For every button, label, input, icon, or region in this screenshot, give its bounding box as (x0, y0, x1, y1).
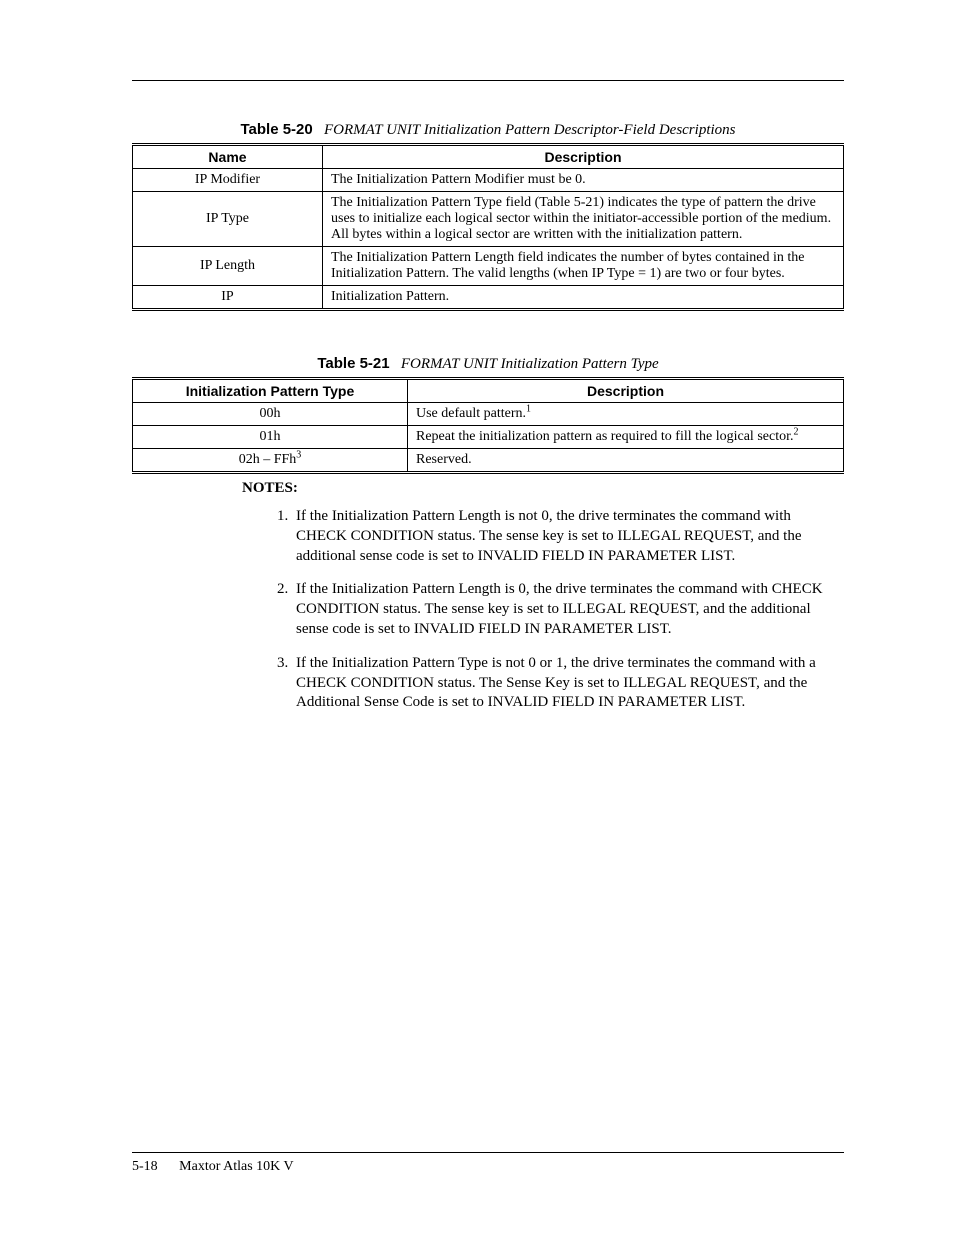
cell-right: Use default pattern.1 (408, 403, 844, 426)
notes-list: If the Initialization Pattern Length is … (262, 507, 844, 713)
notes-block: NOTES: If the Initialization Pattern Len… (242, 480, 844, 713)
table-header-row: Name Description (133, 145, 844, 169)
header-name: Name (133, 145, 323, 169)
cell-left-text: 01h (260, 429, 281, 444)
cell-right: Reserved. (408, 449, 844, 473)
table-5-21-caption: Table 5-21 FORMAT UNIT Initialization Pa… (132, 355, 844, 373)
cell-desc: The Initialization Pattern Type field (T… (323, 192, 844, 247)
product-name: Maxtor Atlas 10K V (179, 1159, 293, 1174)
cell-left-text: 02h – FFh (239, 452, 297, 467)
notes-heading: NOTES: (242, 480, 844, 497)
footer: 5-18 Maxtor Atlas 10K V (132, 1152, 844, 1175)
cell-right: Repeat the initialization pattern as req… (408, 426, 844, 449)
table-header-row: Initialization Pattern Type Description (133, 379, 844, 403)
cell-right-text: Repeat the initialization pattern as req… (416, 429, 793, 444)
table-5-20: Name Description IP Modifier The Initial… (132, 143, 844, 311)
table-row: 00h Use default pattern.1 (133, 403, 844, 426)
cell-desc: The Initialization Pattern Length field … (323, 247, 844, 286)
caption-label: Table 5-20 (240, 121, 312, 138)
cell-super: 2 (793, 426, 798, 437)
spacer (132, 311, 844, 355)
caption-title: FORMAT UNIT Initialization Pattern Descr… (324, 122, 736, 138)
note-item: If the Initialization Pattern Type is no… (292, 654, 844, 713)
table-row: IP Length The Initialization Pattern Len… (133, 247, 844, 286)
cell-super: 3 (296, 449, 301, 460)
cell-left-text: 00h (260, 406, 281, 421)
table-5-21: Initialization Pattern Type Description … (132, 377, 844, 474)
header-description: Description (408, 379, 844, 403)
cell-name: IP Modifier (133, 169, 323, 192)
cell-desc: Initialization Pattern. (323, 286, 844, 310)
note-item: If the Initialization Pattern Length is … (292, 580, 844, 639)
cell-name: IP Length (133, 247, 323, 286)
table-row: IP Modifier The Initialization Pattern M… (133, 169, 844, 192)
table-row: 02h – FFh3 Reserved. (133, 449, 844, 473)
cell-left: 00h (133, 403, 408, 426)
cell-right-text: Use default pattern. (416, 406, 526, 421)
cell-desc: The Initialization Pattern Modifier must… (323, 169, 844, 192)
cell-name: IP Type (133, 192, 323, 247)
caption-label: Table 5-21 (317, 355, 389, 372)
header-rule (132, 80, 844, 81)
cell-name: IP (133, 286, 323, 310)
caption-title: FORMAT UNIT Initialization Pattern Type (401, 356, 659, 372)
table-row: IP Initialization Pattern. (133, 286, 844, 310)
page-number: 5-18 (132, 1159, 158, 1175)
header-pattern-type: Initialization Pattern Type (133, 379, 408, 403)
table-row: 01h Repeat the initialization pattern as… (133, 426, 844, 449)
note-item: If the Initialization Pattern Length is … (292, 507, 844, 566)
cell-super: 1 (526, 403, 531, 414)
cell-left: 01h (133, 426, 408, 449)
table-5-20-caption: Table 5-20 FORMAT UNIT Initialization Pa… (132, 121, 844, 139)
cell-left: 02h – FFh3 (133, 449, 408, 473)
table-row: IP Type The Initialization Pattern Type … (133, 192, 844, 247)
cell-right-text: Reserved. (416, 452, 472, 467)
header-description: Description (323, 145, 844, 169)
page: Table 5-20 FORMAT UNIT Initialization Pa… (0, 0, 954, 1235)
